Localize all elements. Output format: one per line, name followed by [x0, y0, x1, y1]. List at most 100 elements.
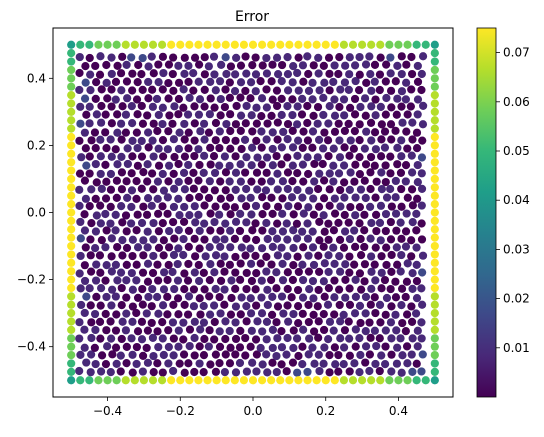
interior-point — [242, 302, 251, 311]
interior-point — [350, 359, 359, 368]
interior-point — [121, 110, 131, 119]
interior-point — [313, 153, 322, 162]
interior-point — [174, 177, 183, 187]
interior-point — [174, 226, 183, 235]
boundary-point — [185, 40, 194, 49]
interior-point — [206, 360, 215, 369]
interior-point — [231, 284, 240, 293]
interior-point — [128, 251, 137, 261]
interior-point — [246, 294, 255, 303]
interior-point — [382, 260, 391, 270]
interior-point — [211, 118, 221, 128]
interior-point — [184, 61, 193, 70]
interior-point — [283, 86, 293, 95]
interior-point — [319, 325, 329, 335]
interior-point — [319, 242, 328, 251]
interior-point — [199, 301, 208, 311]
interior-point — [277, 160, 286, 169]
interior-point — [381, 226, 390, 236]
boundary-point — [94, 376, 103, 385]
interior-point — [164, 177, 173, 186]
interior-point — [377, 351, 386, 360]
interior-point — [154, 144, 163, 153]
boundary-point — [230, 376, 239, 385]
interior-point — [107, 267, 116, 276]
interior-point — [293, 151, 302, 160]
interior-point — [346, 103, 355, 112]
interior-point — [289, 326, 298, 335]
interior-point — [226, 144, 235, 153]
interior-point — [180, 53, 189, 62]
interior-point — [377, 268, 386, 277]
interior-point — [355, 120, 364, 129]
interior-point — [132, 177, 141, 186]
interior-point — [137, 184, 146, 193]
interior-point — [149, 235, 158, 244]
interior-point — [330, 194, 339, 203]
colorbar-tick-label: 0.07 — [503, 46, 530, 60]
interior-point — [413, 178, 422, 187]
interior-point — [194, 210, 203, 219]
interior-point — [397, 102, 406, 111]
interior-point — [242, 202, 251, 211]
interior-point — [330, 276, 339, 285]
interior-point — [230, 203, 239, 212]
interior-point — [209, 152, 219, 161]
interior-point — [411, 309, 421, 318]
interior-point — [401, 327, 410, 336]
interior-point — [76, 102, 85, 111]
boundary-point — [67, 166, 76, 175]
interior-point — [174, 342, 183, 351]
interior-point — [268, 227, 277, 236]
interior-point — [284, 201, 293, 211]
interior-point — [81, 144, 90, 153]
interior-point — [103, 342, 112, 351]
interior-point — [185, 325, 195, 334]
interior-point — [386, 53, 395, 62]
interior-point — [340, 343, 349, 352]
interior-point — [164, 127, 173, 136]
interior-point — [324, 219, 333, 228]
boundary-point — [85, 40, 94, 49]
interior-point — [310, 359, 319, 368]
interior-point — [170, 234, 179, 243]
interior-point — [226, 210, 235, 219]
interior-point — [308, 127, 318, 136]
boundary-point — [430, 141, 439, 150]
interior-point — [76, 350, 85, 359]
interior-point — [340, 143, 349, 152]
interior-point — [304, 267, 314, 276]
interior-point — [309, 61, 318, 70]
interior-point — [355, 52, 364, 62]
interior-point — [226, 243, 235, 252]
interior-point — [273, 251, 282, 260]
interior-point — [138, 119, 148, 128]
interior-point — [175, 211, 184, 220]
interior-point — [116, 268, 126, 277]
interior-point — [375, 334, 384, 343]
interior-point — [138, 53, 147, 63]
interior-point — [344, 85, 353, 94]
interior-point — [107, 69, 116, 79]
interior-point — [393, 160, 402, 169]
interior-point — [236, 326, 245, 335]
interior-point — [200, 235, 209, 244]
interior-point — [216, 111, 225, 120]
interior-point — [407, 69, 417, 79]
interior-point — [133, 293, 143, 302]
interior-point — [183, 110, 193, 119]
interior-point — [262, 202, 271, 211]
interior-point — [194, 77, 203, 86]
interior-point — [195, 294, 204, 303]
interior-point — [117, 185, 127, 194]
interior-point — [381, 77, 390, 86]
interior-point — [107, 234, 116, 243]
interior-point — [236, 177, 245, 186]
interior-point — [393, 143, 402, 152]
interior-point — [101, 209, 110, 219]
interior-point — [351, 61, 360, 70]
boundary-point — [67, 258, 76, 267]
boundary-point — [394, 40, 403, 49]
interior-point — [335, 102, 344, 112]
